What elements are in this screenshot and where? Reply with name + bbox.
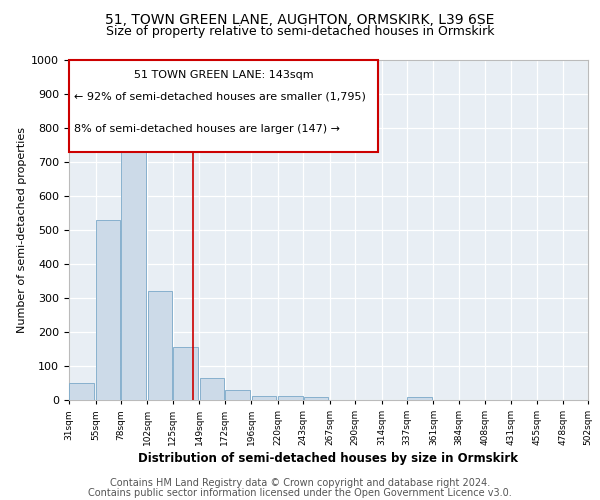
- Text: 51, TOWN GREEN LANE, AUGHTON, ORMSKIRK, L39 6SE: 51, TOWN GREEN LANE, AUGHTON, ORMSKIRK, …: [106, 12, 494, 26]
- Bar: [251, 396, 276, 400]
- Y-axis label: Number of semi-detached properties: Number of semi-detached properties: [17, 127, 27, 333]
- Text: 8% of semi-detached houses are larger (147) →: 8% of semi-detached houses are larger (1…: [74, 124, 340, 134]
- Text: Contains public sector information licensed under the Open Government Licence v3: Contains public sector information licen…: [88, 488, 512, 498]
- Bar: [225, 390, 250, 400]
- Bar: [173, 348, 198, 400]
- Text: Size of property relative to semi-detached houses in Ormskirk: Size of property relative to semi-detach…: [106, 25, 494, 38]
- Bar: [407, 398, 432, 400]
- Bar: [278, 396, 302, 400]
- Bar: [70, 383, 94, 400]
- Bar: [200, 378, 224, 400]
- Bar: [96, 220, 121, 400]
- Bar: [304, 396, 328, 400]
- Bar: [148, 291, 172, 400]
- Bar: [121, 140, 146, 400]
- X-axis label: Distribution of semi-detached houses by size in Ormskirk: Distribution of semi-detached houses by …: [139, 452, 518, 466]
- Text: ← 92% of semi-detached houses are smaller (1,795): ← 92% of semi-detached houses are smalle…: [74, 92, 366, 102]
- Text: 51 TOWN GREEN LANE: 143sqm: 51 TOWN GREEN LANE: 143sqm: [134, 70, 313, 80]
- Text: Contains HM Land Registry data © Crown copyright and database right 2024.: Contains HM Land Registry data © Crown c…: [110, 478, 490, 488]
- FancyBboxPatch shape: [69, 60, 378, 152]
